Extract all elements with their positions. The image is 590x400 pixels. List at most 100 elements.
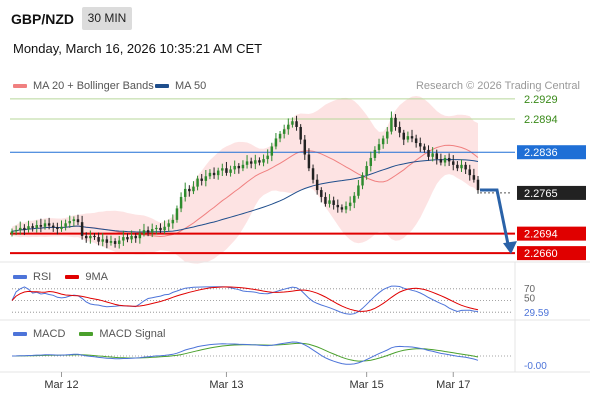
interval-button[interactable]: 30 MIN (82, 7, 132, 30)
candle (460, 159, 463, 172)
candle-body (303, 139, 307, 155)
candle-body (89, 235, 92, 239)
candle-body (402, 132, 406, 140)
candle (10, 228, 14, 237)
candle-body (68, 221, 71, 224)
candle (336, 199, 340, 213)
candle (427, 145, 430, 161)
candle-body (307, 154, 311, 169)
macd-value-label: -0.00 (524, 361, 547, 372)
candle (60, 220, 63, 232)
rsi-value-label: 29.59 (524, 308, 549, 319)
candle (254, 154, 257, 170)
candle-body (97, 237, 100, 242)
candle (381, 135, 385, 149)
candle-body (262, 159, 265, 163)
candle-body (423, 146, 426, 150)
forecast-arrow-head (503, 241, 517, 255)
candle (332, 196, 335, 210)
candle-body (315, 179, 319, 191)
candle-body (270, 146, 274, 156)
macd-line (11, 341, 479, 365)
candle (406, 131, 410, 143)
candle (443, 155, 447, 167)
level-label-2.2836: 2.2836 (524, 147, 558, 159)
candle (196, 175, 199, 191)
candle (266, 149, 269, 164)
candle-body (27, 226, 30, 230)
candle-body (93, 235, 96, 238)
rsi-line (11, 285, 479, 315)
candle (365, 161, 368, 180)
candle (122, 230, 125, 246)
candle (72, 216, 76, 227)
candle-body (287, 124, 290, 130)
candle (167, 219, 170, 232)
candle (287, 118, 290, 135)
candle-body (241, 164, 245, 169)
candle-body (14, 230, 18, 232)
candle (456, 161, 459, 172)
candle (452, 155, 455, 171)
macd-signal-swatch (79, 332, 94, 336)
candle-body (340, 207, 344, 210)
candle (328, 194, 331, 208)
candle (394, 114, 397, 131)
candle (200, 174, 203, 186)
candle (258, 157, 261, 166)
candle-body (390, 117, 393, 132)
candle (229, 165, 232, 177)
candle (472, 168, 476, 183)
candle (414, 134, 418, 148)
candle (386, 126, 389, 144)
rsi-axis-label-70: 70 (524, 284, 536, 295)
candle (31, 223, 34, 232)
candle (130, 230, 133, 244)
candle (183, 182, 187, 202)
candle (56, 222, 59, 235)
candle (447, 153, 451, 166)
candle (192, 181, 195, 195)
candle (138, 229, 142, 244)
candle-body (60, 226, 63, 230)
candle (47, 217, 51, 230)
candle (402, 129, 406, 146)
ma50-swatch (155, 84, 169, 88)
candle (221, 163, 224, 177)
candle (188, 185, 191, 197)
candle-body (72, 219, 76, 222)
candle-body (348, 202, 352, 207)
candle (241, 160, 245, 172)
candle-body (171, 219, 175, 224)
candle (340, 204, 344, 213)
candle (398, 121, 401, 138)
candle (419, 137, 422, 152)
legend-macd: MACD MACD Signal (13, 328, 165, 340)
candle-body (299, 126, 302, 140)
candle-body (208, 172, 212, 177)
candle (155, 225, 158, 235)
candle (171, 214, 175, 229)
candle (19, 221, 22, 235)
legend-bollinger: MA 20 + Bollinger Bands (13, 80, 154, 92)
candle (390, 111, 393, 135)
candle-body (324, 196, 327, 204)
candle-body (122, 237, 125, 241)
level-badge-2.2694 (517, 226, 586, 241)
candle (320, 187, 323, 203)
candle (216, 167, 220, 180)
candle (237, 163, 241, 174)
symbol-title: GBP/NZD (11, 11, 74, 27)
candle-body (336, 204, 340, 208)
candle-body (109, 241, 113, 243)
candle (150, 223, 154, 238)
candle (270, 142, 274, 162)
candle-body (274, 138, 278, 147)
candle-body (35, 225, 38, 228)
candle (369, 151, 373, 172)
candle (435, 149, 438, 165)
candle-body (167, 223, 170, 227)
candle (324, 192, 327, 207)
bollinger-swatch (13, 84, 27, 88)
